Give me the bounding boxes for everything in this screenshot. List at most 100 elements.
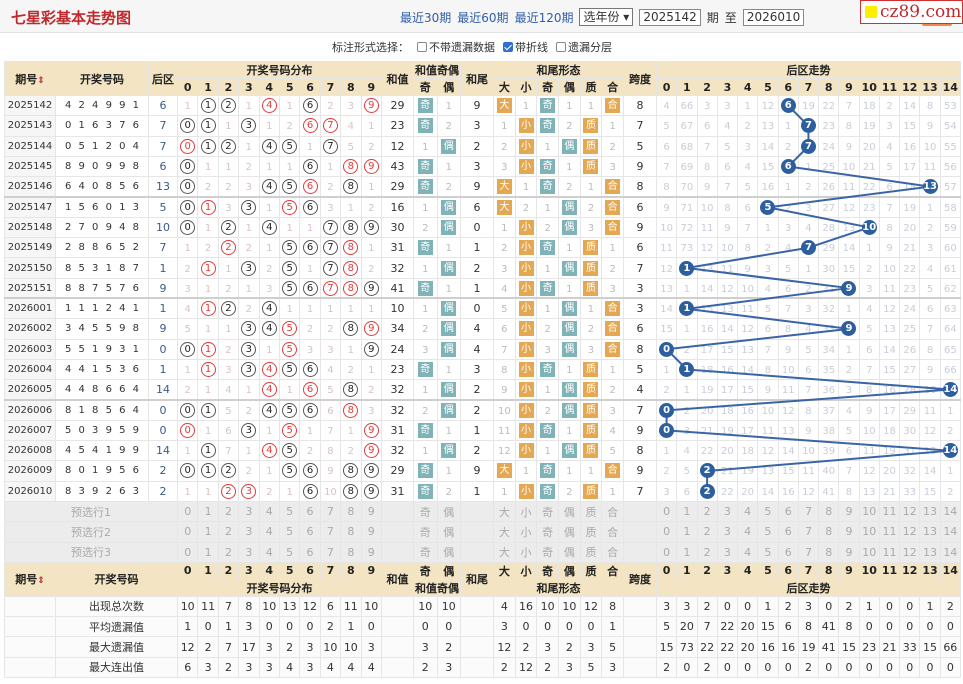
- preselect-digit[interactable]: 1: [197, 521, 219, 543]
- preselect-back-digit[interactable]: 13: [919, 541, 941, 563]
- preselect-digit[interactable]: 4: [258, 521, 280, 543]
- option-polyline[interactable]: 带折线: [503, 39, 548, 55]
- preselect-form[interactable]: 质: [579, 521, 603, 543]
- preselect-back-digit[interactable]: 5: [757, 521, 779, 543]
- preselect-form[interactable]: 大: [493, 500, 516, 523]
- preselect-back-digit[interactable]: 10: [858, 521, 880, 543]
- preselect-back-digit[interactable]: 8: [818, 521, 840, 543]
- preselect-back-digit[interactable]: 3: [716, 541, 739, 563]
- preselect-parity[interactable]: 奇: [413, 521, 438, 543]
- preselect-back-digit[interactable]: 4: [737, 500, 759, 523]
- preselect-digit[interactable]: 7: [319, 541, 342, 563]
- preselect-form[interactable]: 小: [514, 521, 538, 543]
- preselect-form[interactable]: 奇: [536, 541, 559, 563]
- preselect-digit[interactable]: 5: [278, 521, 301, 543]
- preselect-back-digit[interactable]: 7: [797, 500, 820, 523]
- preselect-back-digit[interactable]: 11: [878, 521, 901, 543]
- preselect-back-digit[interactable]: 11: [878, 500, 901, 523]
- checkbox-checked-icon[interactable]: [503, 41, 513, 52]
- preselect-parity[interactable]: 偶: [436, 521, 462, 543]
- preselect-digit[interactable]: 6: [299, 541, 321, 563]
- preselect-digit[interactable]: 0: [176, 521, 199, 543]
- preselect-digit[interactable]: 8: [340, 541, 362, 563]
- preselect-back-digit[interactable]: 11: [878, 541, 901, 563]
- link-recent-120[interactable]: 最近120期: [514, 10, 574, 25]
- preselect-digit[interactable]: 2: [217, 500, 240, 523]
- preselect-digit[interactable]: 6: [299, 500, 321, 523]
- preselect-back-digit[interactable]: 0: [655, 541, 678, 563]
- preselect-back-digit[interactable]: 13: [919, 500, 941, 523]
- checkbox-icon[interactable]: [417, 41, 427, 52]
- header-issue[interactable]: 期号⇕: [4, 561, 56, 597]
- preselect-digit[interactable]: 4: [258, 500, 280, 523]
- preselect-form[interactable]: 小: [514, 500, 538, 523]
- checkbox-icon[interactable]: [556, 41, 566, 52]
- preselect-parity[interactable]: 偶: [436, 541, 462, 563]
- preselect-back-digit[interactable]: 10: [858, 541, 880, 563]
- preselect-parity[interactable]: 奇: [413, 500, 438, 523]
- preselect-back-digit[interactable]: 1: [676, 500, 698, 523]
- preselect-form[interactable]: 偶: [558, 521, 581, 543]
- preselect-form[interactable]: 合: [601, 500, 624, 523]
- preselect-digit[interactable]: 9: [360, 521, 383, 543]
- preselect-digit[interactable]: 3: [238, 521, 260, 543]
- from-issue-input[interactable]: 2025142: [639, 8, 701, 26]
- preselect-digit[interactable]: 9: [360, 500, 383, 523]
- preselect-digit[interactable]: 0: [176, 541, 199, 563]
- header-issue[interactable]: 期号⇕: [4, 61, 56, 96]
- link-recent-60[interactable]: 最近60期: [457, 10, 509, 25]
- preselect-back-digit[interactable]: 6: [777, 521, 799, 543]
- preselect-back-digit[interactable]: 13: [919, 521, 941, 543]
- preselect-form[interactable]: 大: [493, 541, 516, 563]
- to-issue-input[interactable]: 2026010: [742, 8, 805, 26]
- preselect-back-digit[interactable]: 1: [676, 541, 698, 563]
- preselect-back-digit[interactable]: 7: [797, 541, 820, 563]
- preselect-back-digit[interactable]: 0: [655, 521, 678, 543]
- preselect-back-digit[interactable]: 2: [696, 541, 718, 563]
- preselect-back-digit[interactable]: 3: [716, 500, 739, 523]
- preselect-back-digit[interactable]: 9: [838, 541, 860, 563]
- preselect-back-digit[interactable]: 4: [737, 541, 759, 563]
- preselect-digit[interactable]: 3: [238, 541, 260, 563]
- preselect-back-digit[interactable]: 12: [899, 500, 921, 523]
- preselect-digit[interactable]: 4: [258, 541, 280, 563]
- link-recent-30[interactable]: 最近30期: [400, 10, 452, 25]
- preselect-form[interactable]: 质: [579, 541, 603, 563]
- preselect-back-digit[interactable]: 10: [858, 500, 880, 523]
- preselect-form[interactable]: 偶: [558, 500, 581, 523]
- option-miss-layer[interactable]: 遗漏分层: [556, 39, 612, 55]
- preselect-digit[interactable]: 2: [217, 541, 240, 563]
- option-no-miss[interactable]: 不带遗漏数据: [417, 39, 495, 55]
- preselect-form[interactable]: 小: [514, 541, 538, 563]
- year-select[interactable]: 选年份 ▾: [579, 8, 634, 26]
- preselect-digit[interactable]: 0: [176, 500, 199, 523]
- preselect-back-digit[interactable]: 2: [696, 521, 718, 543]
- preselect-back-digit[interactable]: 8: [818, 500, 840, 523]
- preselect-back-digit[interactable]: 8: [818, 541, 840, 563]
- preselect-digit[interactable]: 7: [319, 521, 342, 543]
- preselect-digit[interactable]: 8: [340, 521, 362, 543]
- preselect-digit[interactable]: 1: [197, 541, 219, 563]
- preselect-digit[interactable]: 8: [340, 500, 362, 523]
- preselect-form[interactable]: 偶: [558, 541, 581, 563]
- preselect-digit[interactable]: 2: [217, 521, 240, 543]
- preselect-digit[interactable]: 9: [360, 541, 383, 563]
- preselect-digit[interactable]: 7: [319, 500, 342, 523]
- preselect-back-digit[interactable]: 9: [838, 500, 860, 523]
- preselect-back-digit[interactable]: 5: [757, 541, 779, 563]
- preselect-back-digit[interactable]: 3: [716, 521, 739, 543]
- preselect-form[interactable]: 奇: [536, 521, 559, 543]
- preselect-back-digit[interactable]: 6: [777, 541, 799, 563]
- preselect-form[interactable]: 质: [579, 500, 603, 523]
- preselect-digit[interactable]: 1: [197, 500, 219, 523]
- preselect-back-digit[interactable]: 9: [838, 521, 860, 543]
- preselect-back-digit[interactable]: 12: [899, 521, 921, 543]
- preselect-digit[interactable]: 5: [278, 541, 301, 563]
- preselect-form[interactable]: 奇: [536, 500, 559, 523]
- preselect-back-digit[interactable]: 7: [797, 521, 820, 543]
- preselect-digit[interactable]: 6: [299, 521, 321, 543]
- preselect-form[interactable]: 合: [601, 541, 624, 563]
- preselect-parity[interactable]: 偶: [436, 500, 462, 523]
- preselect-form[interactable]: 大: [493, 521, 516, 543]
- preselect-back-digit[interactable]: 0: [655, 500, 678, 523]
